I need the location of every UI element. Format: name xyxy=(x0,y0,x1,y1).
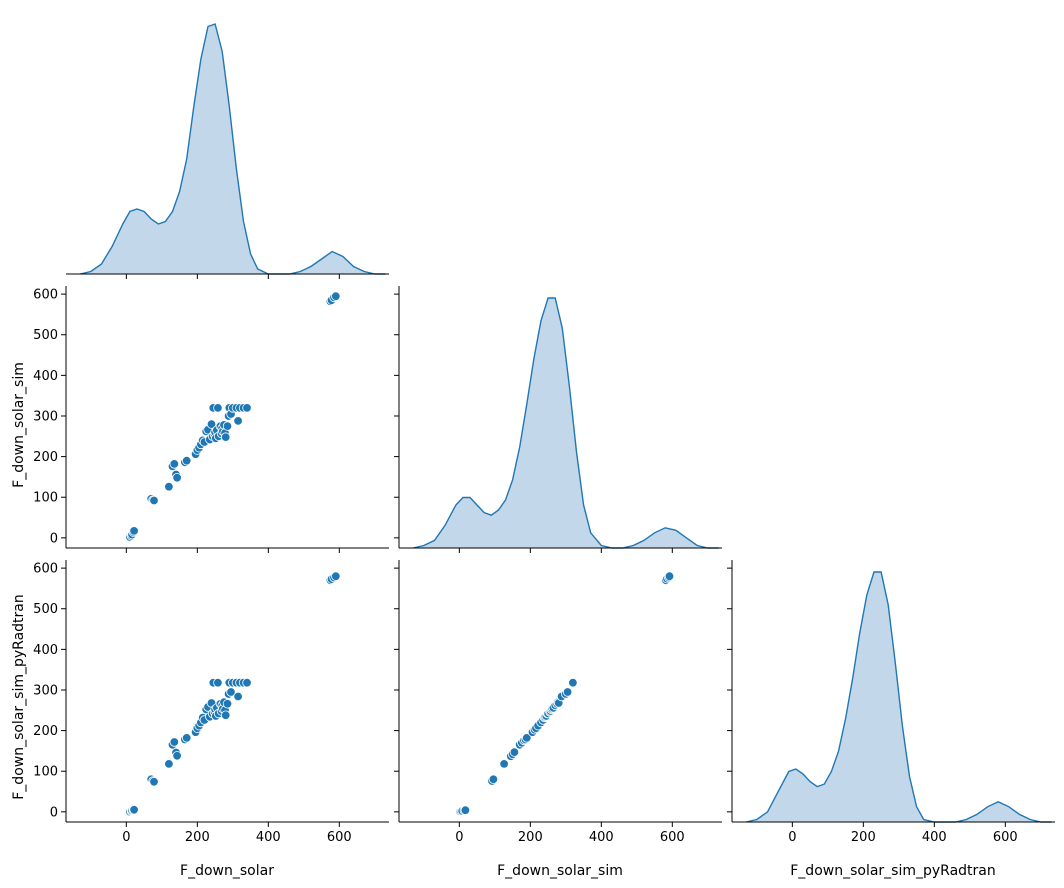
scatter-point xyxy=(129,805,139,815)
scatter-point xyxy=(509,747,520,757)
y-tick-label: 200 xyxy=(33,724,58,739)
x-tick-label: 600 xyxy=(660,830,685,845)
scatter-point xyxy=(172,751,182,761)
x-tick-label: 400 xyxy=(922,830,947,845)
scatter-point xyxy=(169,737,180,747)
x-axis-label-col1: F_down_solar_sim xyxy=(497,863,623,879)
scatter-point xyxy=(522,733,532,743)
x-tick-label: 200 xyxy=(518,830,543,845)
scatter-point xyxy=(129,526,139,536)
scatter-point xyxy=(488,774,499,785)
scatter-point xyxy=(331,291,341,301)
kde-line-F_down_solar_sim_pyRadtran xyxy=(746,571,1052,823)
scatter-point xyxy=(220,710,231,720)
y-tick-label: 600 xyxy=(33,288,58,303)
x-tick-label: 200 xyxy=(851,830,876,845)
y-tick-label: 500 xyxy=(33,328,58,343)
scatter-point xyxy=(233,691,243,702)
x-tick-label: 600 xyxy=(327,830,352,845)
x-tick-label: 0 xyxy=(455,830,463,845)
kde-line-F_down_solar_sim xyxy=(413,297,719,549)
x-tick-label: 600 xyxy=(993,830,1018,845)
scatter-point xyxy=(164,759,174,769)
y-tick-label: 400 xyxy=(33,643,58,658)
scatter-point xyxy=(213,678,223,688)
scatter-point xyxy=(213,403,223,413)
y-tick-label: 400 xyxy=(33,369,58,384)
scatter-point xyxy=(562,687,573,697)
y-tick-label: 0 xyxy=(50,805,58,820)
scatter-point xyxy=(233,416,243,426)
x-tick-label: 0 xyxy=(788,830,796,845)
scatter-point xyxy=(568,678,578,688)
scatter-point xyxy=(664,571,675,581)
scatter-point xyxy=(460,805,471,815)
x-tick-label: 400 xyxy=(256,830,281,845)
y-tick-label: 100 xyxy=(33,491,58,506)
y-tick-label: 200 xyxy=(33,450,58,465)
scatter-point xyxy=(149,777,159,787)
scatter-point xyxy=(181,456,192,466)
x-tick-label: 400 xyxy=(589,830,614,845)
scatter-point xyxy=(164,482,174,492)
y-tick-label: 500 xyxy=(33,602,58,617)
scatter-point xyxy=(206,419,217,429)
y-axis-label-row2: F_down_solar_sim_pyRadtran xyxy=(11,594,27,800)
scatter-point xyxy=(169,459,180,469)
scatter-point xyxy=(331,571,341,581)
y-tick-label: 300 xyxy=(33,683,58,698)
scatter-point xyxy=(242,678,252,688)
scatter-point xyxy=(226,687,236,697)
scatter-point xyxy=(499,759,509,769)
y-tick-label: 300 xyxy=(33,409,58,424)
scatter-point xyxy=(149,495,159,506)
y-axis-label-row1: F_down_solar_sim xyxy=(11,362,27,488)
scatter-point xyxy=(220,432,231,442)
y-tick-label: 600 xyxy=(33,562,58,577)
kde-line-F_down_solar xyxy=(80,23,386,275)
scatter-point xyxy=(222,699,233,709)
y-tick-label: 100 xyxy=(33,765,58,780)
kde-area-F_down_solar_sim xyxy=(413,298,719,548)
x-axis-label-col2: F_down_solar_sim_pyRadtran xyxy=(790,863,996,879)
scatter-point xyxy=(181,733,192,743)
x-axis-label-col0: F_down_solar xyxy=(180,863,274,879)
y-tick-label: 0 xyxy=(50,531,58,546)
x-tick-label: 200 xyxy=(185,830,210,845)
x-tick-label: 0 xyxy=(122,830,130,845)
scatter-point xyxy=(172,473,182,483)
scatter-point xyxy=(242,403,252,413)
kde-area-F_down_solar xyxy=(80,24,386,274)
scatter-point xyxy=(222,421,233,431)
